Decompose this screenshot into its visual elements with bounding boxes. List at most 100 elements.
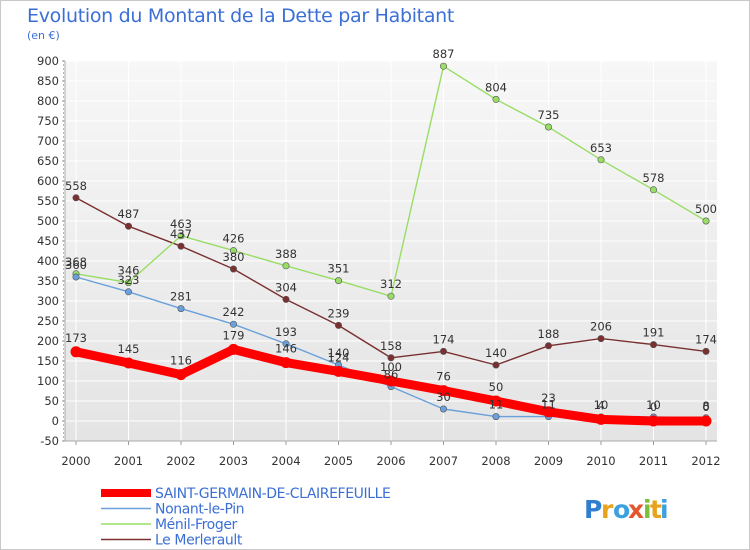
logo-letter: r — [601, 495, 614, 524]
y-tick-label: 100 — [37, 374, 59, 388]
y-tick-label: 850 — [37, 74, 59, 88]
logo-letter: i — [660, 495, 669, 524]
data-point — [439, 347, 447, 355]
data-label: 23 — [541, 391, 556, 405]
data-label: 500 — [695, 202, 717, 216]
data-point — [700, 415, 712, 427]
data-point — [492, 95, 500, 103]
y-tick-label: 50 — [44, 394, 59, 408]
data-label: 242 — [223, 305, 245, 319]
data-label: 437 — [170, 227, 192, 241]
data-label: 281 — [170, 290, 192, 304]
data-label: 140 — [328, 346, 350, 360]
y-tick-label: 900 — [37, 54, 59, 68]
data-point — [177, 305, 185, 313]
legend-label: Le Merlerault — [155, 533, 243, 549]
data-label: 140 — [485, 346, 507, 360]
logo-letter: P — [584, 495, 602, 524]
data-point — [597, 335, 605, 343]
data-label: 8 — [702, 399, 709, 413]
x-tick-label: 2011 — [639, 454, 668, 468]
y-tick-label: 0 — [52, 414, 59, 428]
legend-label: Nonant-le-Pin — [155, 502, 244, 518]
data-point — [230, 247, 238, 255]
data-label: 10 — [594, 398, 609, 412]
data-label: 426 — [223, 232, 245, 246]
data-label: 304 — [275, 280, 297, 294]
data-label: 578 — [643, 171, 665, 185]
data-point — [177, 232, 185, 240]
data-point — [334, 277, 342, 285]
data-label: 86 — [384, 368, 399, 382]
data-label: 173 — [65, 331, 87, 345]
y-tick-label: 500 — [37, 214, 59, 228]
x-tick-label: 2010 — [586, 454, 615, 468]
data-point — [544, 342, 552, 350]
data-point — [72, 273, 80, 281]
data-label: 124 — [328, 350, 350, 364]
data-point — [70, 346, 82, 358]
data-point — [595, 413, 607, 425]
data-label: 360 — [65, 258, 87, 272]
data-point — [597, 156, 605, 164]
x-tick-label: 2004 — [271, 454, 300, 468]
x-tick-label: 2002 — [166, 454, 195, 468]
y-tick-label: 200 — [37, 334, 59, 348]
data-label: 735 — [538, 108, 560, 122]
data-label: 239 — [328, 306, 350, 320]
y-tick-label: 700 — [37, 134, 59, 148]
data-point — [228, 343, 239, 355]
data-label: 10 — [646, 398, 661, 412]
data-label: 206 — [590, 320, 612, 334]
data-point — [439, 405, 447, 413]
x-tick-label: 2001 — [114, 454, 143, 468]
data-label: 380 — [223, 250, 245, 264]
data-label: 145 — [118, 342, 140, 356]
y-tick-label: 650 — [37, 154, 59, 168]
data-point — [333, 365, 344, 377]
data-point — [702, 347, 710, 355]
data-point — [125, 279, 133, 287]
x-tick-label: 2012 — [691, 454, 720, 468]
data-label: 388 — [275, 247, 297, 261]
y-tick-label: 800 — [37, 94, 59, 108]
data-label: 116 — [170, 354, 192, 368]
logo-letter: i — [643, 495, 652, 524]
data-label: 368 — [65, 255, 87, 269]
data-point — [282, 295, 290, 303]
data-point — [649, 341, 657, 349]
x-tick-label: 2005 — [324, 454, 353, 468]
data-label: 174 — [695, 332, 717, 346]
data-point — [490, 395, 502, 407]
data-label: 346 — [118, 264, 140, 278]
chart-subtitle: (en €) — [27, 29, 60, 42]
data-label: 0 — [702, 400, 709, 414]
data-point — [492, 361, 500, 369]
y-tick-label: 600 — [37, 174, 59, 188]
data-label: 11 — [489, 398, 504, 412]
data-label: 174 — [433, 332, 455, 346]
data-point — [125, 288, 133, 296]
data-point — [282, 340, 290, 348]
data-label: 188 — [538, 327, 560, 341]
data-label: 653 — [590, 141, 612, 155]
data-label: 11 — [541, 398, 556, 412]
data-label: 50 — [489, 380, 504, 394]
data-label: 100 — [380, 360, 402, 374]
data-point — [387, 292, 395, 300]
x-tick-label: 2008 — [481, 454, 510, 468]
x-tick-label: 2007 — [429, 454, 458, 468]
logo-letter: o — [613, 495, 630, 524]
data-point — [123, 357, 134, 369]
data-point — [439, 62, 447, 70]
y-tick-label: 550 — [37, 194, 59, 208]
data-point — [175, 369, 187, 381]
data-point — [280, 357, 292, 369]
y-tick-label: -50 — [40, 434, 59, 448]
data-point — [230, 320, 238, 328]
data-point — [544, 123, 552, 131]
data-point — [649, 186, 657, 194]
data-label: 887 — [433, 47, 455, 61]
